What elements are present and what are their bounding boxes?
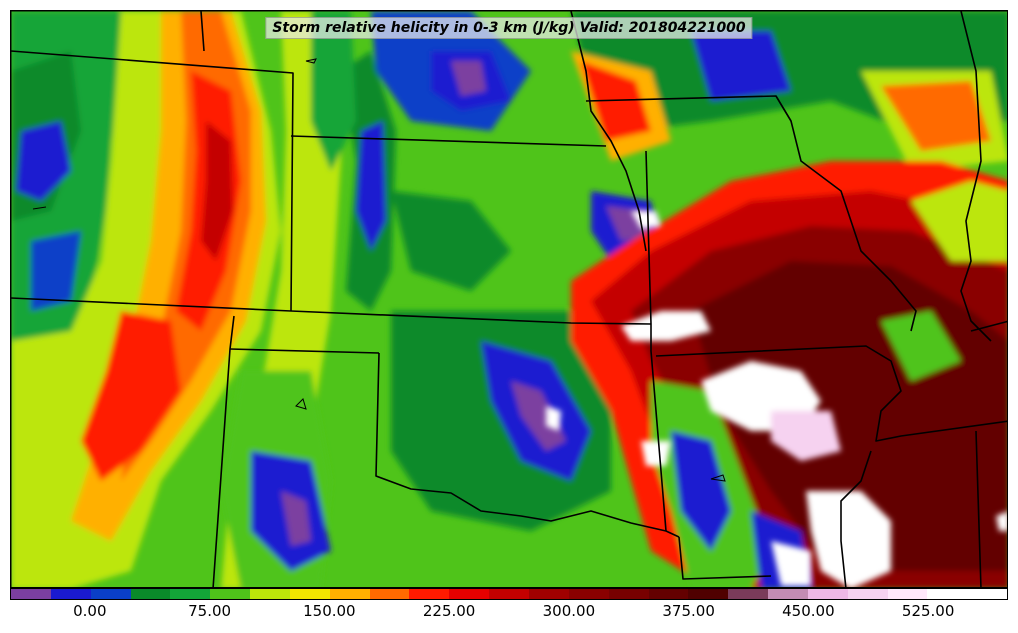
- extreme-helicity-cores: [546, 211, 1007, 587]
- colorbar-segment: [90, 589, 131, 599]
- map-title: Storm relative helicity in 0-3 km (J/kg)…: [265, 17, 753, 39]
- colorbar-tick-label: 450.00: [782, 602, 835, 620]
- colorbar-segment: [250, 589, 290, 599]
- state-boundaries: [11, 11, 1007, 587]
- colorbar-segment: [210, 589, 251, 599]
- colorbar-tick-label: 150.00: [303, 602, 356, 620]
- colorbar-segment: [289, 589, 330, 599]
- colorbar-tick-label: 300.00: [542, 602, 596, 620]
- colorbar-tick-label: 525.00: [901, 602, 955, 620]
- map-panel: Storm relative helicity in 0-3 km (J/kg)…: [10, 10, 1008, 588]
- colorbar-tick-label: 0.00: [73, 602, 107, 620]
- colorbar-segment: [489, 589, 529, 599]
- colorbar-segment: [369, 589, 410, 599]
- colorbar-segment: [728, 589, 769, 599]
- colorbar-segment: [568, 589, 609, 599]
- colorbar-tick-labels: 0.00 75.00 150.00 225.00 300.00 375.00 450.00 5…: [10, 602, 1008, 624]
- colorbar-segment: [768, 589, 808, 599]
- colorbar-segment: [329, 589, 370, 599]
- colorbar-segment: [409, 589, 450, 599]
- colorbar-tick-label: 225.00: [422, 602, 476, 620]
- colorbar-segment: [927, 589, 968, 599]
- colorbar-segment: [847, 589, 888, 599]
- water-features: [32, 58, 726, 482]
- colorbar-segment: [170, 589, 211, 599]
- colorbar: [10, 588, 1008, 600]
- colorbar-segment: [967, 589, 1008, 599]
- colorbar-segment: [648, 589, 689, 599]
- colorbar-segment: [11, 589, 51, 599]
- colorbar-segment: [130, 589, 171, 599]
- colorbar-segment: [807, 589, 848, 599]
- colorbar-segment: [50, 589, 91, 599]
- colorbar-segment: [887, 589, 928, 599]
- helicity-field-map: [11, 11, 1007, 587]
- colorbar-segment: [528, 589, 569, 599]
- colorbar-tick-label: 75.00: [188, 602, 232, 620]
- colorbar-segment: [608, 589, 649, 599]
- colorbar-segment: [449, 589, 490, 599]
- colorbar-tick-label: 375.00: [662, 602, 715, 620]
- colorbar-segment: [688, 589, 729, 599]
